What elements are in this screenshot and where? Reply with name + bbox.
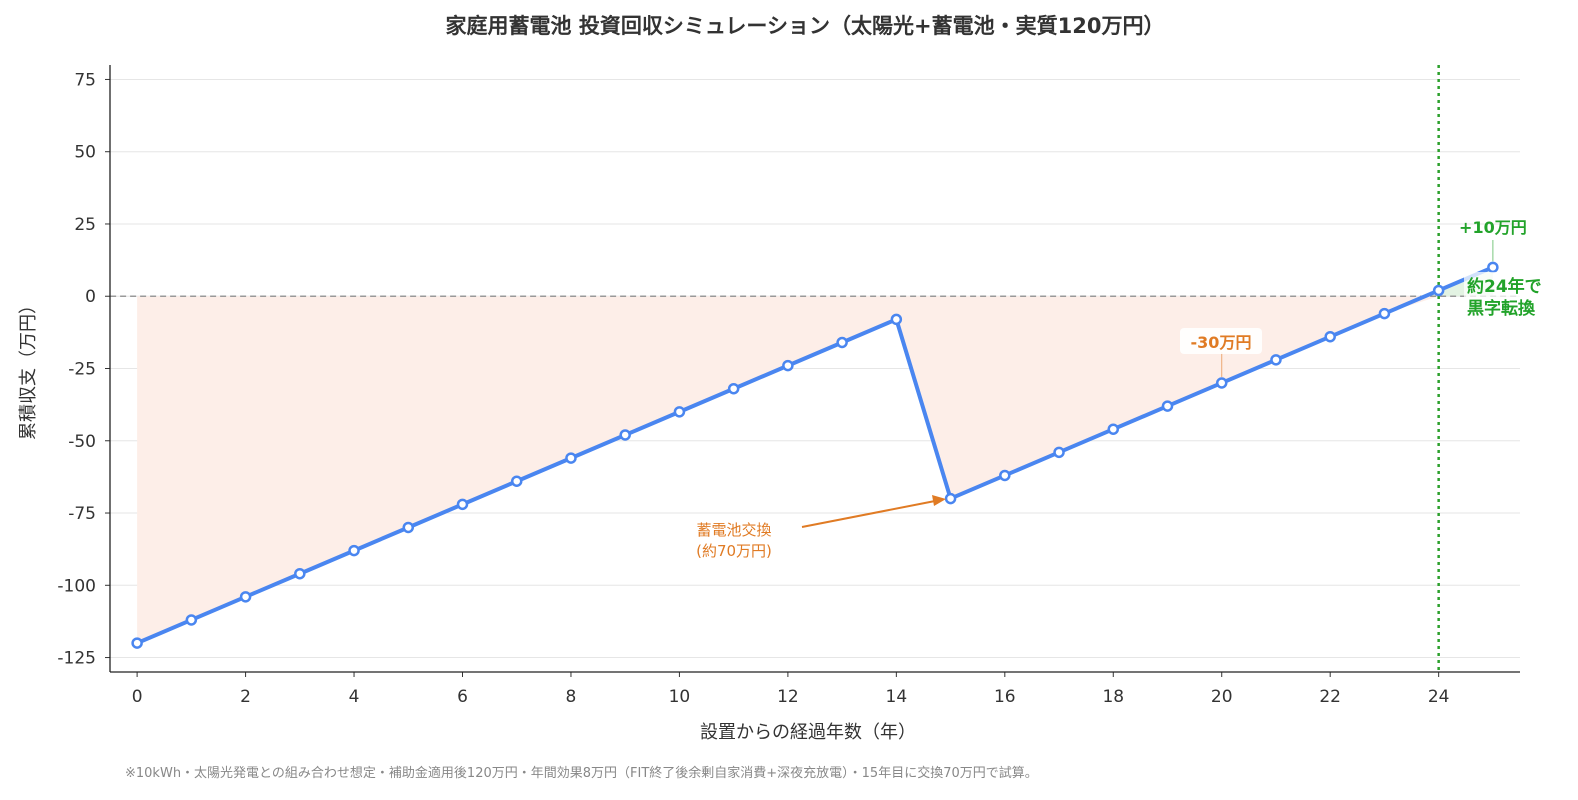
data-point bbox=[1487, 261, 1499, 274]
y-tick-label: -50 bbox=[68, 432, 96, 452]
x-tick-label: 22 bbox=[1319, 687, 1341, 707]
y-tick-label: 50 bbox=[74, 143, 96, 163]
fills bbox=[137, 267, 1493, 644]
y-tick-label: -125 bbox=[57, 649, 96, 669]
data-point bbox=[348, 544, 360, 557]
data-point bbox=[402, 521, 415, 534]
data-point bbox=[239, 591, 252, 603]
y-tick-label: -75 bbox=[68, 504, 96, 524]
data-point bbox=[944, 492, 957, 505]
y-tick-label: 75 bbox=[74, 70, 96, 90]
x-tick-label: 2 bbox=[240, 687, 251, 707]
data-point bbox=[131, 637, 143, 649]
breakeven-label-2: 黒字転換 bbox=[1467, 298, 1536, 319]
data-point bbox=[456, 498, 469, 511]
data-point bbox=[890, 313, 903, 326]
data-point bbox=[727, 382, 740, 395]
x-tick-label: 12 bbox=[777, 687, 799, 707]
x-tick-label: 18 bbox=[1102, 687, 1124, 707]
y-axis-label: 累積収支（万円） bbox=[18, 296, 39, 440]
series-line bbox=[136, 265, 1494, 645]
replace-cost-label: (約70万円) bbox=[696, 542, 772, 560]
x-tick-label: 24 bbox=[1428, 687, 1450, 707]
replace-arrow-line bbox=[801, 500, 936, 528]
data-point bbox=[1215, 377, 1228, 389]
breakeven-label: 約24年で bbox=[1467, 276, 1542, 297]
data-point bbox=[565, 452, 577, 464]
data-point bbox=[185, 614, 198, 626]
negative-area bbox=[137, 296, 1493, 644]
data-point bbox=[836, 336, 848, 349]
data-point bbox=[1432, 284, 1445, 297]
replace-arrow-head bbox=[932, 495, 946, 506]
y-tick-label: -100 bbox=[57, 576, 96, 596]
chart-title: 家庭用蓄電池 投資回収シミュレーション（太陽光+蓄電池・実質120万円） bbox=[446, 14, 1165, 38]
y-tick-label: 25 bbox=[74, 215, 96, 235]
x-tick-label: 14 bbox=[886, 687, 908, 707]
breakeven-box bbox=[1464, 272, 1550, 320]
data-point bbox=[1161, 400, 1174, 412]
data-point bbox=[673, 406, 686, 418]
data-point bbox=[294, 567, 306, 580]
x-tick-label: 8 bbox=[566, 687, 577, 707]
footnote: ※10kWh・太陽光発電との組み合わせ想定・補助金適用後120万円・年間効果8万… bbox=[125, 765, 1038, 781]
series bbox=[131, 261, 1499, 649]
x-tick-label: 20 bbox=[1211, 687, 1233, 707]
x-tick-label: 10 bbox=[669, 687, 691, 707]
data-point bbox=[619, 429, 631, 441]
x-tick-label: 4 bbox=[349, 687, 360, 707]
reference-lines bbox=[110, 65, 1520, 672]
data-point bbox=[510, 475, 523, 487]
data-point bbox=[999, 469, 1011, 482]
x-tick-label: 16 bbox=[994, 687, 1016, 707]
data-point bbox=[1107, 423, 1120, 435]
x-tick-label: 0 bbox=[132, 687, 143, 707]
data-point bbox=[1378, 307, 1391, 320]
data-point bbox=[782, 359, 794, 372]
y-tick-label: -25 bbox=[68, 360, 96, 380]
minus30-box bbox=[1180, 328, 1262, 354]
data-point bbox=[1270, 354, 1282, 366]
plus10-label: +10万円 bbox=[1459, 218, 1527, 237]
x-tick-label: 6 bbox=[457, 687, 468, 707]
minus30-label: -30万円 bbox=[1191, 333, 1252, 352]
y-tick-label: 0 bbox=[85, 287, 96, 307]
data-point bbox=[1324, 330, 1336, 343]
replace-label: 蓄電池交換 bbox=[696, 521, 771, 539]
x-axis-label: 設置からの経過年数（年） bbox=[700, 722, 916, 743]
data-point bbox=[1053, 446, 1065, 459]
